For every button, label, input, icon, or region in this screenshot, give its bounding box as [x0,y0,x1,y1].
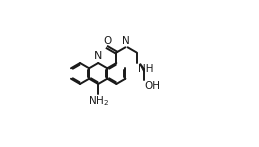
Text: N: N [94,51,102,61]
Text: NH$_2$: NH$_2$ [88,95,109,108]
Text: O: O [103,36,111,46]
Text: N: N [122,36,130,46]
Text: OH: OH [145,81,161,91]
Text: NH: NH [138,64,153,74]
